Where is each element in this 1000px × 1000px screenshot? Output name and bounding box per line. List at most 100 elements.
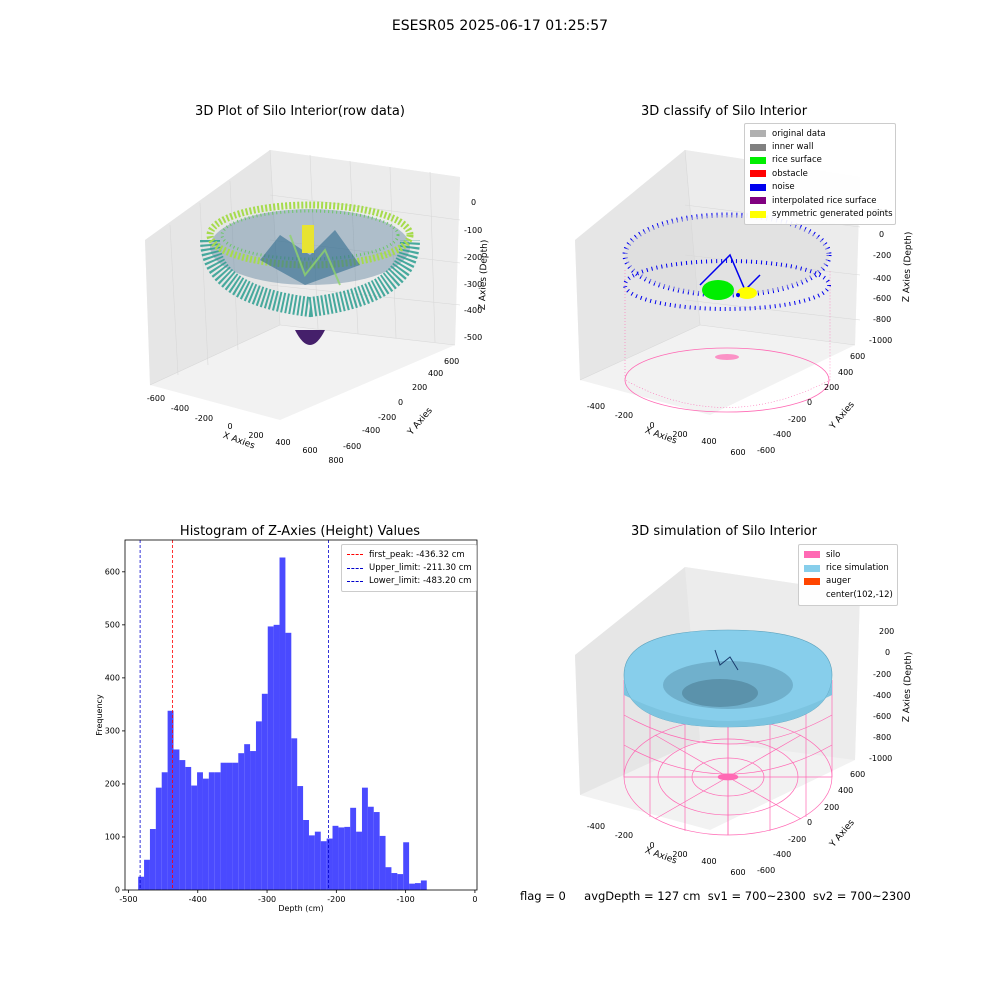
histogram-bar <box>208 772 215 890</box>
histogram-bar <box>356 831 362 890</box>
legend-item: silo <box>804 548 892 561</box>
y-tick-label: 0 <box>115 886 120 895</box>
svg-text:-800: -800 <box>873 733 891 742</box>
status-sv1: sv1 = 700~2300 <box>707 889 806 903</box>
histogram-bar <box>244 744 251 890</box>
svg-text:800: 800 <box>328 456 343 465</box>
histogram-bar <box>238 753 245 890</box>
y-tick-label: 600 <box>105 567 120 576</box>
legend-item: obstacle <box>750 167 890 180</box>
legend-label: first_peak: -436.32 cm <box>369 549 465 560</box>
classify-scatter-points <box>622 212 832 413</box>
svg-text:-600: -600 <box>873 294 891 303</box>
status-line: flag = 0 avgDepth = 127 cm sv1 = 700~230… <box>520 889 911 903</box>
histogram-bar <box>414 883 421 890</box>
histogram-bar <box>202 778 209 890</box>
svg-text:-400: -400 <box>873 691 891 700</box>
x-tick-label: -100 <box>397 895 415 904</box>
svg-text:-200: -200 <box>378 413 396 422</box>
histogram-bar <box>161 772 168 890</box>
svg-text:-400: -400 <box>587 402 605 411</box>
y-tick-label: 400 <box>105 673 120 682</box>
histogram-bar <box>214 772 221 890</box>
legend-label: silo <box>826 549 841 560</box>
simulation-z-ticks: 200 0 -200 -400 -600 -800 -1000 <box>869 627 894 763</box>
histogram-bar <box>149 829 156 890</box>
simulation-z-label: Z Axies (Depth) <box>902 652 914 723</box>
histogram-bar <box>279 557 286 890</box>
svg-text:-500: -500 <box>464 333 482 342</box>
histogram-bar <box>391 873 398 890</box>
histogram-bar <box>191 785 198 890</box>
legend-label: center(102,-12) <box>826 589 893 600</box>
svg-text:400: 400 <box>838 368 853 377</box>
svg-text:200: 200 <box>672 850 687 859</box>
legend-swatch <box>750 197 766 205</box>
legend-item: inner wall <box>750 140 890 153</box>
x-tick-label: -400 <box>189 895 207 904</box>
legend-swatch <box>750 183 766 191</box>
svg-text:-1000: -1000 <box>869 754 892 763</box>
svg-text:-200: -200 <box>615 831 633 840</box>
svg-text:600: 600 <box>444 357 459 366</box>
x-tick-label: 0 <box>472 895 477 904</box>
svg-text:600: 600 <box>730 448 745 457</box>
legend-item: Lower_limit: -483.20 cm <box>347 575 471 588</box>
svg-text:-400: -400 <box>587 822 605 831</box>
legend-item: first_peak: -436.32 cm <box>347 548 471 561</box>
raw-x-ticks: -600 -400 -200 0 200 400 600 800 <box>147 394 344 465</box>
histogram-bar <box>155 787 162 890</box>
svg-text:-400: -400 <box>464 306 482 315</box>
legend-item: symmetric generated points <box>750 207 893 220</box>
svg-text:-600: -600 <box>343 442 361 451</box>
histogram-bar <box>250 751 256 890</box>
svg-text:400: 400 <box>701 857 716 866</box>
histogram-bar <box>409 883 415 890</box>
simulation-x-ticks: -400 -200 0 200 400 600 <box>587 822 746 877</box>
y-tick-label: 300 <box>105 726 120 735</box>
histogram-bar <box>226 762 233 890</box>
histogram-bar <box>344 826 351 890</box>
simulation-rice-surface <box>623 629 833 728</box>
status-avg-depth: avgDepth = 127 cm <box>584 889 701 903</box>
svg-text:-600: -600 <box>757 866 775 875</box>
legend-label: symmetric generated points <box>772 209 893 220</box>
histogram-legend: first_peak: -436.32 cm Upper_limit: -211… <box>341 544 477 593</box>
histogram-bar <box>285 632 292 890</box>
raw-axes-box <box>145 149 461 420</box>
classify-x-ticks: -400 -200 0 200 400 600 <box>587 402 746 457</box>
svg-text:200: 200 <box>248 431 263 440</box>
svg-text:0: 0 <box>807 398 812 407</box>
legend-line <box>347 554 363 556</box>
histogram-frame <box>124 539 478 891</box>
svg-text:-400: -400 <box>171 404 189 413</box>
histogram-chart[interactable]: -500 -400 -300 -200 -100 0 0 100 200 300 400 500 60… <box>80 530 500 920</box>
histogram-bar <box>332 825 339 890</box>
legend-label: rice surface <box>772 155 822 166</box>
svg-text:-600: -600 <box>757 446 775 455</box>
simulation-legend: silo rice simulation auger center(102,-1… <box>798 544 898 606</box>
histogram-bar <box>308 835 315 890</box>
status-flag: flag = 0 <box>520 889 566 903</box>
legend-line <box>347 580 363 582</box>
svg-text:0: 0 <box>398 398 403 407</box>
legend-line <box>347 567 363 569</box>
classify-x-label: X Axies <box>643 426 678 447</box>
svg-text:-800: -800 <box>873 315 891 324</box>
simulation-3d-plot[interactable]: -400 -200 0 200 400 600 X Axies -600 -40… <box>560 555 920 885</box>
svg-text:400: 400 <box>701 437 716 446</box>
simulation-silo-wireframe <box>623 680 833 836</box>
histogram-bar <box>320 841 327 890</box>
histogram-bar <box>297 786 304 890</box>
figure-title: ESESR05 2025-06-17 01:25:57 <box>391 18 609 34</box>
legend-swatch <box>804 564 820 572</box>
histogram-bar <box>361 787 368 890</box>
raw-3d-plot[interactable]: -600 -400 -200 0 200 400 600 800 X Axies… <box>130 135 490 470</box>
raw-scatter-points <box>200 201 420 345</box>
legend-label: Lower_limit: -483.20 cm <box>369 576 472 587</box>
legend-swatch <box>750 130 766 138</box>
y-tick-label: 200 <box>105 779 120 788</box>
svg-text:600: 600 <box>850 352 865 361</box>
svg-text:0: 0 <box>227 422 232 431</box>
legend-item: noise <box>750 181 890 194</box>
